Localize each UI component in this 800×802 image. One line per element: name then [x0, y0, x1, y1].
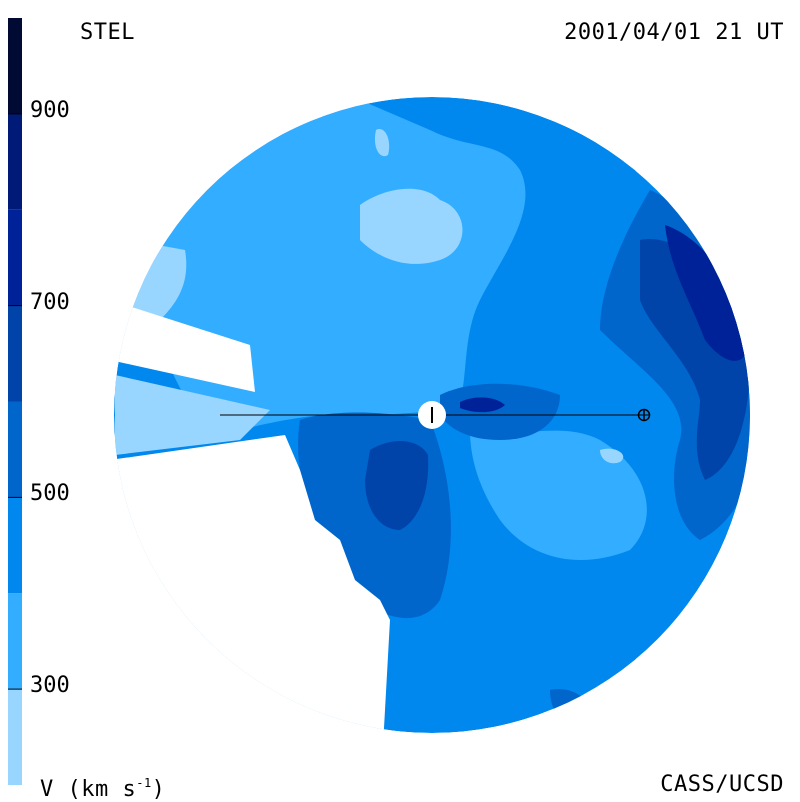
colorbar-tick-label: 500: [30, 481, 70, 507]
timestamp-label: 2001/04/01 21 UT: [564, 20, 784, 45]
colorbar-band: [8, 497, 22, 594]
colorbar-band: [8, 209, 22, 306]
colorbar-tick-label: 700: [30, 289, 70, 315]
contour-band-300: [470, 430, 647, 560]
colorbar-band: [8, 593, 22, 690]
contour-band-700: [665, 225, 748, 361]
colorbar-band: [8, 113, 22, 210]
colorbar-tick-label: 300: [30, 673, 70, 699]
contour-band-200: [600, 448, 624, 464]
contour-band-600: [365, 440, 429, 530]
units-suffix: ): [151, 777, 166, 802]
contour-band-700: [460, 397, 505, 413]
credit-label: CASS/UCSD: [660, 772, 784, 797]
sun-marker: [418, 401, 446, 429]
colorbar-band: [8, 689, 22, 785]
colorbar-band: [8, 18, 22, 114]
units-label: V (km s-1): [40, 772, 165, 801]
colorbar-band: [8, 305, 22, 402]
contour-band-200: [374, 129, 390, 157]
contour-band-500: [440, 383, 560, 440]
source-label: STEL: [80, 20, 135, 45]
units-exponent: -1: [136, 776, 152, 790]
colorbar-tick-label: 900: [30, 97, 70, 123]
contour-band-200: [360, 188, 463, 264]
solar-wind-velocity-map: [114, 97, 750, 733]
contour-band-200: [115, 375, 270, 455]
data-gap-wedge: [114, 300, 255, 392]
earth-marker: [637, 408, 651, 422]
velocity-colorbar: [8, 18, 22, 785]
units-prefix: V (km s: [40, 777, 137, 802]
colorbar-band: [8, 401, 22, 498]
